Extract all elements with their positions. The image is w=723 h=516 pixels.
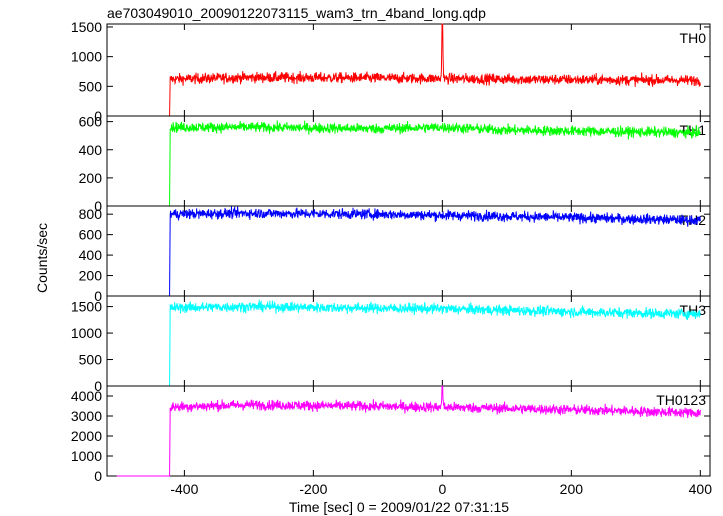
y-tick-label: 2000	[71, 428, 102, 444]
series-th0	[116, 23, 701, 117]
y-tick-label: 4000	[71, 388, 102, 404]
panel-frame	[106, 385, 711, 477]
y-tick-label: 200	[79, 268, 103, 284]
panel-label: TH0123	[656, 392, 706, 408]
x-tick-label: -400	[170, 481, 198, 497]
series-th2	[116, 206, 701, 297]
y-tick-label: 500	[79, 352, 103, 368]
x-tick-label: 0	[438, 481, 446, 497]
y-tick-label: 1000	[71, 49, 102, 65]
panel-th2: 0 200 400 600 800 TH2	[79, 205, 711, 304]
panel-th0123: 0 1000 2000 3000 4000 TH0123	[71, 385, 711, 484]
y-tick-label: 600	[79, 227, 103, 243]
panel-th0: 0 500 1000 1500 TH0	[71, 19, 711, 124]
y-tick-label: 1500	[71, 19, 102, 35]
y-tick-label: 0	[94, 288, 102, 304]
y-tick-label: 1000	[71, 448, 102, 464]
y-tick-label: 1500	[71, 299, 102, 315]
y-tick-label: 800	[79, 206, 103, 222]
x-tick-label: 200	[560, 481, 584, 497]
series-th1	[116, 120, 701, 207]
y-tick-label: 1000	[71, 325, 102, 341]
x-tick-label: 400	[689, 481, 713, 497]
x-tick-label: -200	[299, 481, 327, 497]
y-axis-title: Counts/sec	[34, 223, 50, 293]
y-tick-label: 0	[94, 108, 102, 124]
y-tick-label: 400	[79, 142, 103, 158]
panel-label: TH0	[680, 30, 707, 46]
y-tick-label: 400	[79, 247, 103, 263]
y-tick-label: 0	[94, 378, 102, 394]
y-tick-label: 3000	[71, 408, 102, 424]
chart-title: ae703049010_20090122073115_wam3_trn_4ban…	[107, 5, 486, 21]
series-th0123	[116, 385, 701, 477]
panels: 050010001500TH00200400600TH1020040060080…	[71, 19, 711, 484]
y-tick-label: 0	[94, 198, 102, 214]
x-axis-title: Time [sec] 0 = 2009/01/22 07:31:15	[289, 499, 509, 515]
y-tick-label: 0	[94, 468, 102, 484]
series-th3	[116, 299, 701, 387]
x-axis: -400 -200 0 200 400	[170, 481, 712, 497]
y-tick-label: 600	[79, 114, 103, 130]
y-tick-label: 200	[79, 170, 103, 186]
panel-frame	[106, 23, 711, 117]
panel-label: TH2	[680, 212, 707, 228]
y-tick-label: 500	[79, 78, 103, 94]
